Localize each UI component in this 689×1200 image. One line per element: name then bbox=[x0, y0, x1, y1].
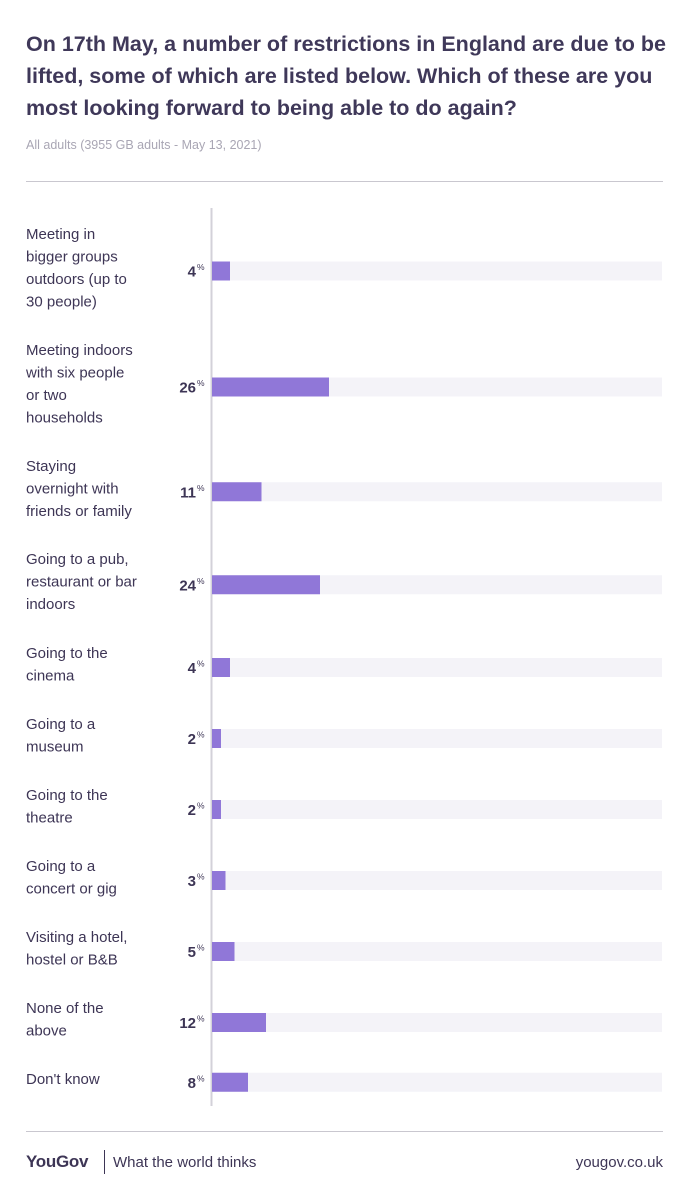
yougov-logo: YouGov bbox=[26, 1152, 89, 1171]
category-label: None of the above bbox=[26, 1000, 104, 1040]
bar bbox=[212, 658, 230, 677]
footer-separator bbox=[104, 1150, 105, 1174]
bar bbox=[212, 1013, 266, 1032]
bar bbox=[212, 871, 226, 890]
bar-track bbox=[212, 729, 662, 748]
category-label: Visiting a hotel, hostel or B&B bbox=[26, 929, 127, 969]
bar-track bbox=[212, 482, 662, 502]
bar bbox=[212, 377, 329, 397]
data-label-unit: % bbox=[197, 659, 205, 669]
data-label: 24 bbox=[179, 577, 196, 594]
category-label: Don't know bbox=[26, 1071, 100, 1088]
footer-tagline: What the world thinks bbox=[113, 1154, 257, 1171]
bar-track bbox=[212, 261, 662, 281]
data-label-unit: % bbox=[197, 1073, 205, 1083]
bar bbox=[212, 261, 230, 281]
category-label: Going to a pub, restaurant or bar indoors bbox=[26, 551, 137, 613]
bar bbox=[212, 482, 262, 502]
chart-title: On 17th May, a number of restrictions in… bbox=[26, 32, 666, 120]
data-label: 8 bbox=[188, 1075, 196, 1092]
data-label-unit: % bbox=[197, 872, 205, 882]
data-label-unit: % bbox=[197, 801, 205, 811]
data-label-unit: % bbox=[197, 378, 205, 388]
bar-chart: Meeting in bigger groups outdoors (up to 30… bbox=[25, 208, 662, 1106]
category-label: Staying overnight with friends or family bbox=[26, 458, 132, 520]
category-label: Going to a concert or gig bbox=[26, 858, 117, 898]
bar bbox=[212, 575, 320, 595]
data-label: 11 bbox=[180, 484, 196, 501]
bar-track bbox=[212, 871, 662, 890]
footer-website-link[interactable]: yougov.co.uk bbox=[575, 1154, 663, 1171]
bar bbox=[212, 942, 235, 961]
data-label: 4 bbox=[188, 264, 197, 281]
data-label-unit: % bbox=[197, 483, 205, 493]
data-label: 5 bbox=[188, 944, 196, 961]
data-label: 26 bbox=[179, 380, 196, 397]
bar bbox=[212, 800, 221, 819]
bar-track bbox=[212, 942, 662, 961]
category-label: Going to a museum bbox=[26, 716, 96, 756]
category-label: Meeting in bigger groups outdoors (up to 30… bbox=[26, 226, 127, 311]
category-label: Meeting indoors with six people or two hous… bbox=[25, 342, 133, 427]
data-label: 3 bbox=[188, 873, 196, 890]
bar bbox=[212, 729, 221, 748]
data-label-unit: % bbox=[197, 1014, 205, 1024]
data-label-unit: % bbox=[197, 730, 205, 740]
header-divider bbox=[26, 181, 663, 182]
category-label: Going to the cinema bbox=[26, 645, 108, 685]
footer-divider bbox=[26, 1131, 663, 1132]
data-label-unit: % bbox=[197, 262, 205, 272]
footer: YouGov What the world thinks yougov.co.u… bbox=[26, 1148, 663, 1178]
data-label-unit: % bbox=[197, 943, 205, 953]
data-label: 12 bbox=[179, 1015, 196, 1032]
chart-subtitle: All adults (3955 GB adults - May 13, 202… bbox=[26, 138, 262, 152]
bar-track bbox=[212, 1072, 662, 1092]
data-label-unit: % bbox=[197, 576, 205, 586]
bar-track bbox=[212, 1013, 662, 1032]
data-label: 2 bbox=[188, 731, 196, 748]
bar bbox=[212, 1072, 248, 1092]
bar-track bbox=[212, 575, 662, 595]
category-label: Going to the theatre bbox=[26, 787, 108, 827]
data-label: 2 bbox=[188, 802, 196, 819]
bar-track bbox=[212, 800, 662, 819]
bar-track bbox=[212, 658, 662, 677]
data-label: 4 bbox=[188, 660, 197, 677]
